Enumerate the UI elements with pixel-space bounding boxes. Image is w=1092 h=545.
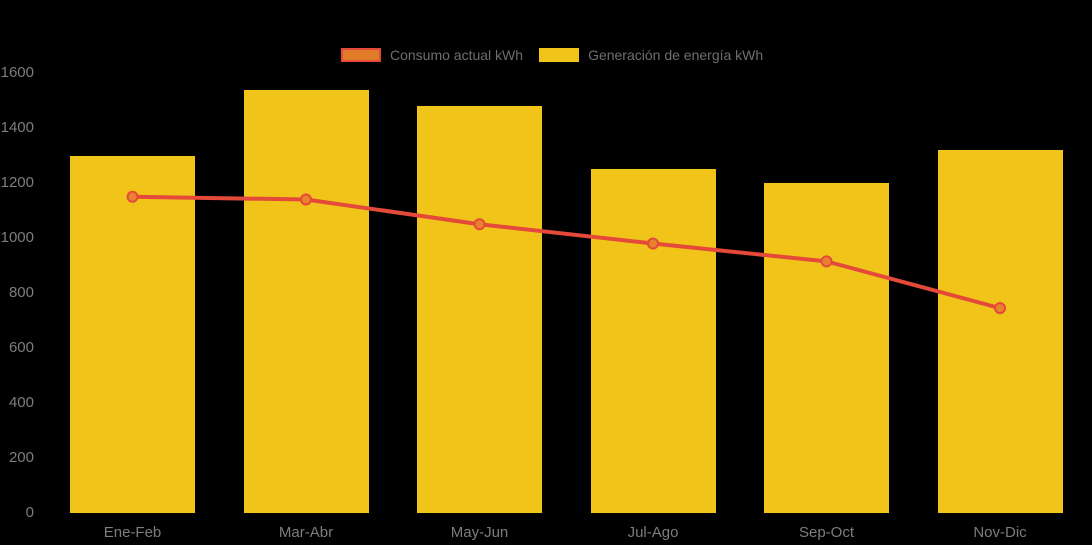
generation-bar[interactable]: [937, 150, 1063, 513]
legend-item-generacion[interactable]: Generación de energía kWh: [539, 47, 763, 63]
y-tick-label: 400: [8, 394, 34, 411]
generation-bar[interactable]: [590, 169, 716, 513]
y-tick-label: 600: [8, 339, 34, 356]
y-tick-label: 1600: [0, 64, 34, 81]
line-point-marker[interactable]: [473, 218, 486, 231]
y-tick-label: 1000: [0, 229, 34, 246]
generation-bar[interactable]: [70, 155, 195, 513]
generation-bar[interactable]: [417, 106, 542, 513]
y-tick-label: 200: [8, 449, 34, 466]
x-tick-label: May-Jun: [450, 524, 509, 541]
legend-item-consumo[interactable]: Consumo actual kWh: [341, 47, 523, 63]
line-point-marker[interactable]: [647, 237, 659, 250]
consumo-swatch-icon: [341, 48, 381, 62]
y-tick-label: 0: [25, 504, 34, 521]
line-point-marker[interactable]: [994, 302, 1006, 315]
chart-legend: Consumo actual kWh Generación de energía…: [341, 47, 763, 63]
generation-bar[interactable]: [243, 89, 369, 513]
y-tick-label: 1400: [0, 119, 34, 136]
line-point-marker[interactable]: [300, 193, 312, 206]
generation-bar[interactable]: [764, 183, 889, 513]
y-tick-label: 1200: [0, 174, 34, 191]
x-tick-label: Mar-Abr: [278, 524, 334, 541]
x-tick-label: Nov-Dic: [973, 524, 1027, 541]
generacion-swatch-icon: [539, 48, 580, 62]
line-point-marker[interactable]: [820, 255, 833, 268]
x-tick-label: Ene-Feb: [103, 524, 162, 541]
x-tick-label: Jul-Ago: [627, 524, 679, 541]
legend-label-generacion: Generación de energía kWh: [588, 47, 764, 63]
x-tick-label: Sep-Oct: [798, 524, 855, 541]
line-point-marker[interactable]: [126, 190, 139, 203]
legend-label-consumo: Consumo actual kWh: [390, 47, 524, 63]
y-tick-label: 800: [8, 284, 34, 301]
